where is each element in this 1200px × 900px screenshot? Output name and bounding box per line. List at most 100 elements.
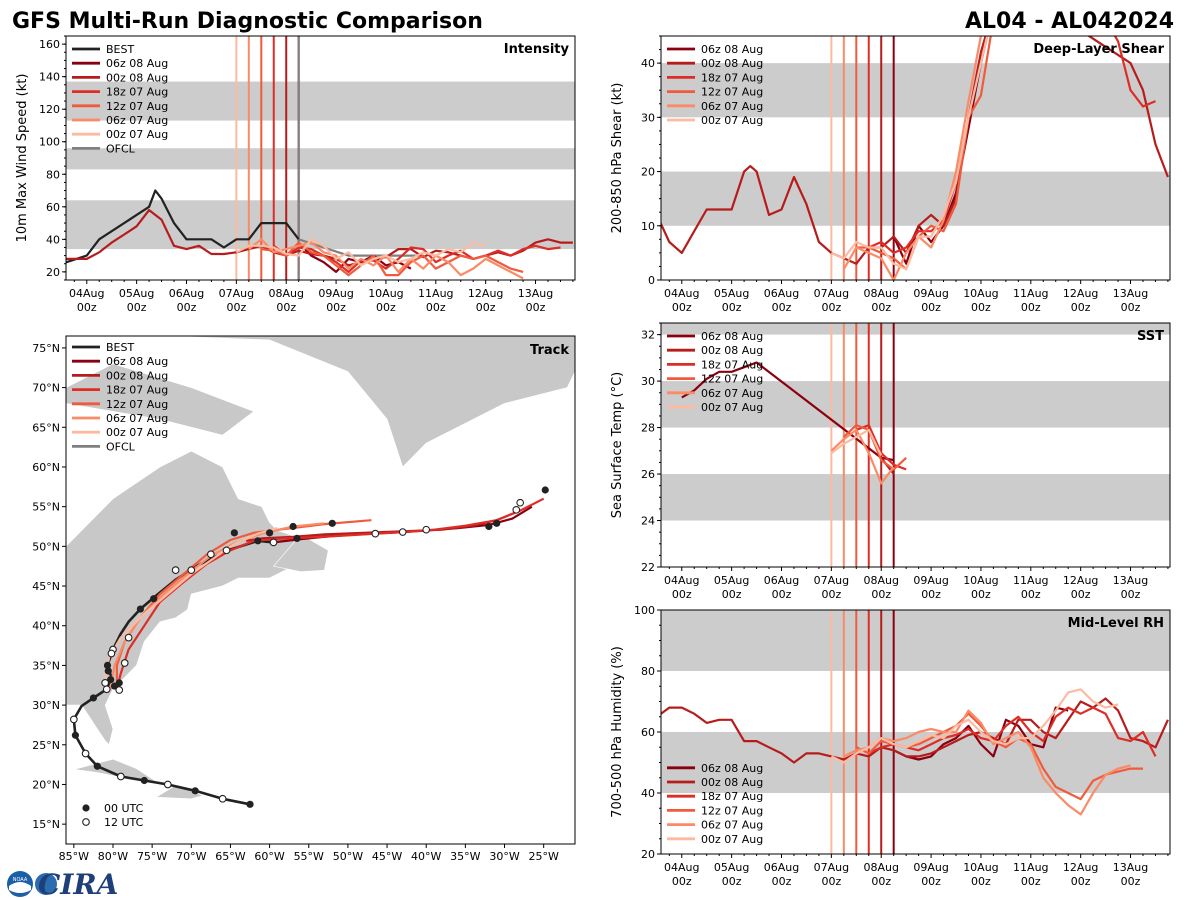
sst-frame (660, 322, 1171, 568)
cira-logo: NOAA CIRA (7, 868, 118, 900)
intensity-ytick-label: 120 (39, 103, 60, 116)
sst-xtick-hour: 00z (722, 588, 742, 601)
sst-ytick-label: 22 (641, 561, 655, 574)
sst-series-06z-07-aug (830, 428, 895, 485)
intensity-ylabel: 10m Max Wind Speed (kt) (15, 74, 30, 243)
shear-ytick-label: 0 (648, 274, 655, 287)
sst-xtick-day: 06Aug (764, 574, 799, 587)
shear-xtick-day: 07Aug (814, 287, 849, 300)
track-ytick-label: 30°N (32, 699, 60, 712)
track-ytick-label: 70°N (32, 382, 60, 395)
track-xtick-label: 75°W (137, 850, 167, 863)
intensity-legend-label-06z-08-aug: 06z 08 Aug (106, 57, 168, 70)
rh-xtick-day: 12Aug (1063, 861, 1098, 874)
intensity-plot-area (66, 36, 575, 280)
sst-band-2 (661, 323, 1170, 335)
shear-xtick-hour: 00z (921, 301, 941, 314)
intensity-xtick-hour: 00z (476, 301, 496, 314)
track-marker-12utc (69, 715, 78, 724)
track-legend-label-18z-07-aug: 18z 07 Aug (106, 384, 168, 397)
intensity-xtick-day: 05Aug (119, 287, 154, 300)
track-marker-12utc (107, 649, 116, 658)
shear-series-12z-07-aug (856, 36, 992, 271)
track-marker-00utc (89, 694, 98, 702)
intensity-xtick-day: 04Aug (69, 287, 104, 300)
track-marker-00utc (140, 776, 148, 785)
track-legend-label-06z-07-aug: 06z 07 Aug (106, 412, 168, 425)
intensity-band-1 (66, 148, 575, 170)
sst-legend-label-00z-07-aug: 00z 07 Aug (701, 401, 763, 414)
intensity-xtick-hour: 00z (426, 301, 446, 314)
shear-legend-label-12z-07-aug: 12z 07 Aug (701, 86, 763, 99)
intensity-xtick-hour: 00z (127, 301, 147, 314)
shear-xtick-hour: 00z (772, 301, 792, 314)
shear-legend-label-18z-07-aug: 18z 07 Aug (701, 71, 763, 84)
rh-legend-label-00z-08-aug: 00z 08 Aug (701, 776, 763, 789)
track-legend-label-best: BEST (106, 341, 134, 354)
track-marker-00utc (293, 534, 301, 543)
shear-panel: 01020304004Aug00z05Aug00z06Aug00z07Aug00… (610, 35, 1171, 314)
track-ytick-label: 25°N (32, 739, 60, 752)
rh-xtick-hour: 00z (971, 875, 991, 888)
track-marker-legend-00utc-symbol (82, 804, 90, 812)
shear-series-00z-07-aug (830, 36, 989, 271)
shear-xtick-hour: 00z (722, 301, 742, 314)
rh-legend-label-00z-07-aug: 00z 07 Aug (701, 833, 763, 846)
track-marker-12utc (218, 794, 227, 803)
track-legend-label-06z-08-aug: 06z 08 Aug (106, 355, 168, 368)
intensity-xtick-hour: 00z (376, 301, 396, 314)
sst-xtick-day: 13Aug (1113, 574, 1148, 587)
track-xtick-label: 30°W (489, 850, 519, 863)
rh-band-1 (661, 610, 1170, 671)
track-marker-00utc (150, 595, 158, 603)
rh-series-00z-08-aug (661, 697, 1169, 764)
rh-xtick-day: 09Aug (913, 861, 948, 874)
track-ytick-label: 65°N (32, 421, 60, 434)
track-panel: 15°N 20°N 25°N 30°N 35°N 40°N 45°N 50°N 55°N 60°N… (32, 335, 576, 863)
intensity-xtick-day: 07Aug (219, 287, 254, 300)
track-ytick-label: 55°N (32, 501, 60, 514)
rh-xtick-day: 06Aug (764, 861, 799, 874)
track-xtick-label: 80°W (98, 850, 128, 863)
track-marker-00utc (493, 519, 501, 527)
track-ytick-label: 75°N (32, 342, 60, 355)
rh-xtick-hour: 00z (921, 875, 941, 888)
track-marker-00utc (191, 787, 199, 795)
sst-xtick-day: 04Aug (664, 574, 699, 587)
track-legend-label-00z-08-aug: 00z 08 Aug (106, 369, 168, 382)
rh-ytick-label: 100 (634, 604, 655, 617)
intensity-legend-label-ofcl: OFCL (106, 142, 136, 155)
shear-ytick-label: 40 (641, 57, 655, 70)
intensity-xtick-hour: 00z (177, 301, 197, 314)
sst-xtick-day: 05Aug (714, 574, 749, 587)
intensity-xtick-hour: 00z (276, 301, 296, 314)
intensity-panel: 2040608010012014016004Aug00z05Aug00z06Au… (15, 35, 576, 314)
cira-globe-icon (35, 873, 57, 895)
track-marker-12utc (81, 749, 90, 758)
shear-xtick-day: 12Aug (1063, 287, 1098, 300)
rh-panel: 2040608010004Aug00z05Aug00z06Aug00z07Aug… (610, 604, 1171, 888)
rh-series-06z-07-aug (843, 709, 1131, 816)
intensity-legend-label-18z-07-aug: 18z 07 Aug (106, 86, 168, 99)
track-marker-00utc (289, 522, 297, 531)
track-marker-legend-12utc-symbol (82, 818, 90, 826)
storm-id: AL04 - AL042024 (965, 9, 1174, 34)
sst-plot-area (661, 323, 1170, 567)
intensity-ytick-label: 80 (46, 168, 60, 181)
sst-xtick-hour: 00z (672, 588, 692, 601)
track-xtick-label: 65°W (215, 850, 245, 863)
intensity-band-0 (66, 200, 575, 250)
intensity-xtick-hour: 00z (77, 301, 97, 314)
track-ytick-label: 60°N (32, 461, 60, 474)
intensity-series-best (66, 189, 300, 264)
track-marker-00utc (107, 676, 115, 684)
intensity-ytick-label: 100 (39, 136, 60, 149)
track-marker-12utc (115, 686, 124, 694)
track-marker-00utc (104, 667, 112, 675)
shear-ytick-label: 30 (641, 111, 655, 124)
rh-legend-label-12z-07-aug: 12z 07 Aug (701, 804, 763, 817)
sst-xtick-hour: 00z (1021, 588, 1041, 601)
sst-xtick-day: 07Aug (814, 574, 849, 587)
